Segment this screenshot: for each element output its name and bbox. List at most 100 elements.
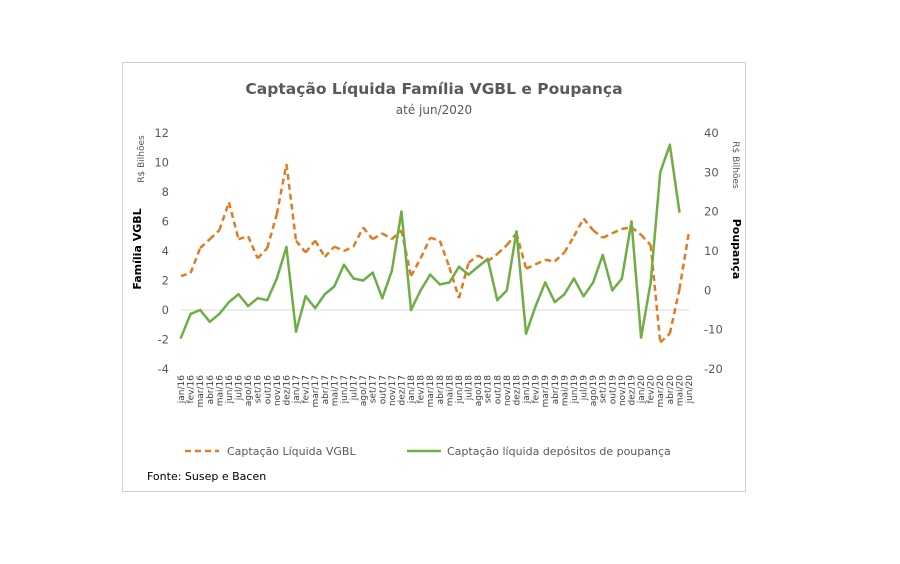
- series-vgbl-segment: [218, 201, 231, 231]
- chart-subtitle: até jun/2020: [396, 103, 472, 117]
- right-tick-label: -20: [704, 362, 723, 376]
- left-tick-label: 8: [162, 185, 169, 199]
- series-vgbl-segment: [180, 271, 191, 278]
- series-vgbl-segment: [592, 229, 604, 239]
- series-poupanca-segment: [572, 277, 585, 298]
- series-poupanca-segment: [323, 285, 336, 296]
- series-vgbl-segment: [525, 263, 537, 270]
- series-vgbl-segment: [429, 236, 441, 242]
- left-tick-label: 0: [162, 303, 169, 317]
- x-tick-label: jan/18: [407, 375, 417, 404]
- series-vgbl-segment: [621, 226, 632, 231]
- series-poupanca-segment: [658, 143, 672, 174]
- series-vgbl-segment: [227, 202, 240, 240]
- series-poupanca-segment: [668, 143, 681, 213]
- series-poupanca-segment: [620, 220, 633, 280]
- series-poupanca-segment: [237, 293, 250, 308]
- x-tick-label: fev/17: [302, 375, 312, 404]
- x-tick-label: set/17: [369, 375, 379, 403]
- series-vgbl-segment: [362, 226, 374, 240]
- series-vgbl-segment: [535, 258, 546, 266]
- legend-label-vgbl: Captação Líquida VGBL: [227, 445, 356, 458]
- series-vgbl-segment: [448, 266, 461, 299]
- x-tick-label: mar/16: [196, 375, 206, 408]
- x-tick-label: jul/17: [350, 375, 360, 401]
- series-poupanca-segment: [553, 293, 566, 304]
- x-tick-label: abr/20: [666, 375, 676, 405]
- left-tick-label: 10: [154, 156, 169, 170]
- right-tick-label: 20: [704, 205, 719, 219]
- series-vgbl-segment: [256, 247, 269, 260]
- series-vgbl-segment: [572, 217, 585, 237]
- x-tick-label: nov/16: [273, 375, 283, 406]
- x-tick-label: jul/19: [580, 375, 590, 401]
- x-tick-label: fev/18: [417, 375, 427, 404]
- series-vgbl-segment: [246, 235, 259, 259]
- series-poupanca-segment: [515, 230, 528, 335]
- series-poupanca-segment: [486, 257, 499, 302]
- series-vgbl-segment: [323, 245, 336, 258]
- series-poupanca-segment: [457, 265, 470, 276]
- series-poupanca-segment: [438, 281, 451, 286]
- series-vgbl-segment: [486, 252, 499, 263]
- series-poupanca-segment: [428, 273, 442, 286]
- x-tick-label: nov/19: [618, 375, 628, 406]
- series-vgbl-segment: [372, 232, 383, 241]
- series-poupanca-segment: [467, 265, 480, 276]
- left-unit-label: R$ Bilhões: [137, 135, 147, 183]
- x-tick-label: mai/18: [445, 375, 455, 407]
- series-vgbl-segment: [659, 332, 671, 344]
- x-tick-label: out/19: [608, 375, 618, 404]
- series-vgbl-segment: [266, 213, 279, 249]
- left-tick-label: 2: [162, 274, 169, 288]
- left-tick-label: -4: [158, 362, 169, 376]
- series-vgbl-segment: [314, 240, 326, 258]
- x-tick-label: jan/20: [637, 375, 647, 404]
- series-poupanca-segment: [534, 281, 547, 308]
- series-poupanca-segment: [639, 281, 652, 339]
- x-tick-label: jan/17: [292, 375, 302, 404]
- series-poupanca-segment: [189, 308, 202, 316]
- x-tick-label: set/19: [599, 375, 609, 404]
- series-vgbl-segment: [582, 217, 595, 232]
- series-poupanca-segment: [601, 253, 614, 292]
- series-poupanca-segment: [198, 308, 212, 324]
- series-poupanca-segment: [256, 296, 269, 302]
- series-vgbl-segment: [381, 232, 393, 241]
- x-tick-label: mar/19: [541, 375, 551, 408]
- right-tick-label: 40: [704, 126, 719, 140]
- x-tick-label: abr/18: [436, 375, 446, 405]
- x-tick-label: jul/16: [235, 375, 245, 401]
- x-tick-label: dez/16: [282, 375, 292, 406]
- series-poupanca-segment: [419, 273, 432, 292]
- series-vgbl-segment: [678, 231, 691, 290]
- x-tick-label: jun/20: [685, 375, 695, 405]
- x-tick-label: ago/18: [474, 375, 484, 406]
- x-tick-label: jun/17: [340, 375, 350, 404]
- series-poupanca-segment: [611, 277, 624, 292]
- x-tick-label: jun/19: [570, 375, 580, 405]
- series-poupanca-segment: [208, 312, 221, 324]
- series-vgbl-segment: [285, 163, 298, 241]
- series-vgbl-segment: [457, 262, 470, 299]
- x-tick-label: ago/17: [359, 375, 369, 406]
- series-poupanca-segment: [390, 210, 403, 272]
- series-poupanca-segment: [179, 312, 192, 339]
- x-tick-label: jul/18: [465, 375, 475, 401]
- chart-title: Captação Líquida Família VGBL e Poupança: [245, 80, 622, 98]
- x-tick-label: fev/16: [187, 375, 197, 404]
- series-poupanca-segment: [400, 210, 413, 312]
- x-tick-label: fev/19: [532, 375, 542, 404]
- left-tick-label: -2: [158, 333, 169, 347]
- series-poupanca-segment: [333, 263, 346, 288]
- x-tick-label: jun/18: [455, 375, 465, 405]
- series-vgbl-segment: [515, 232, 528, 270]
- series-poupanca-segment: [218, 300, 231, 316]
- x-tick-label: abr/16: [206, 375, 216, 405]
- x-tick-label: ago/16: [244, 375, 254, 406]
- series-vgbl-segment: [391, 229, 403, 241]
- series-vgbl-segment: [199, 238, 211, 249]
- x-tick-label: mai/19: [560, 375, 570, 407]
- x-tick-label: jun/16: [225, 375, 235, 405]
- series-poupanca-segment: [294, 294, 307, 333]
